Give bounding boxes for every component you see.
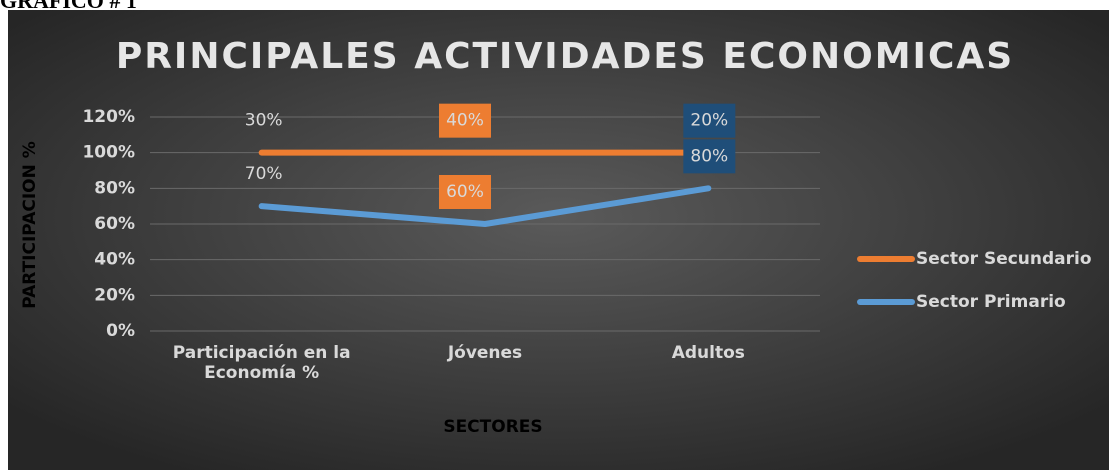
data-label: 40%: [446, 111, 484, 131]
data-label-box: [683, 139, 736, 174]
y-axis-label: PARTICIPACION %: [20, 141, 40, 309]
legend-label: Sector Primario: [916, 292, 1066, 312]
data-label: 80%: [690, 146, 728, 166]
x-tick-label: Jóvenes: [447, 343, 523, 363]
y-tick-label: 60%: [94, 214, 135, 234]
legend-label: Sector Secundario: [916, 249, 1092, 269]
y-tick-label: 40%: [94, 250, 135, 270]
data-label-box: [683, 103, 736, 138]
data-label: 30%: [245, 111, 283, 131]
x-tick-label-box: Jóvenes: [447, 343, 523, 363]
x-tick-label-box: Participación en la Economía %: [172, 343, 351, 383]
chart-title: PRINCIPALES ACTIVIDADES ECONOMICAS: [116, 36, 1014, 77]
x-axis-label: SECTORES: [443, 417, 542, 437]
heading: GRAFICO # 1: [0, 0, 137, 13]
data-label: 60%: [446, 182, 484, 202]
data-label-box: [439, 175, 491, 209]
y-tick-label: 100%: [82, 143, 135, 163]
y-tick-label: 120%: [82, 107, 135, 127]
data-label: 20%: [690, 111, 728, 131]
data-label-box: [439, 103, 491, 138]
x-tick-label: Participación en la Economía %: [172, 343, 351, 383]
x-tick-label: Adultos: [671, 343, 745, 363]
y-tick-label: 80%: [94, 178, 135, 198]
line: [258, 185, 712, 227]
y-tick-label: 0%: [106, 321, 135, 341]
y-tick-label: 20%: [94, 285, 135, 305]
chart-background: [8, 10, 1109, 470]
x-tick-label-box: Adultos: [671, 343, 745, 363]
data-label: 70%: [245, 164, 283, 184]
